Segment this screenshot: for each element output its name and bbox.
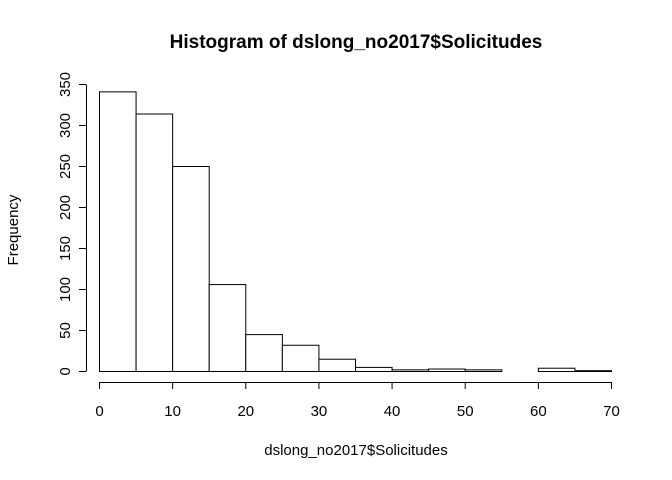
- histogram-bar-2: [135, 113, 174, 373]
- x-tick-label-60: 60: [530, 403, 547, 420]
- y-tick-label-150: 150: [57, 236, 74, 261]
- bars-group: [99, 91, 613, 373]
- x-tick-label-40: 40: [384, 403, 401, 420]
- histogram-bar-6: [281, 344, 320, 373]
- chart-title: Histogram of dslong_no2017$Solicitudes: [170, 32, 543, 53]
- y-tick-label-50: 50: [57, 322, 74, 339]
- y-tick-label-350: 350: [57, 72, 74, 97]
- histogram-bar-7: [318, 358, 356, 373]
- x-tick-label-30: 30: [311, 403, 328, 420]
- x-tick-label-70: 70: [603, 403, 620, 420]
- x-tick-label-20: 20: [237, 403, 254, 420]
- x-axis: 0 10 20 30 40 50 60 70: [95, 382, 620, 420]
- y-tick-label-0: 0: [57, 367, 74, 375]
- histogram-bar-9: [391, 369, 430, 372]
- y-tick-label-300: 300: [57, 113, 74, 138]
- x-axis-label: dslong_no2017$Solicitudes: [264, 442, 447, 459]
- histogram-bar-1: [99, 91, 137, 372]
- histogram-bar-11: [464, 369, 503, 372]
- histogram-bar-8: [355, 366, 393, 372]
- y-axis-label: Frequency: [5, 194, 22, 265]
- histogram-bar-4: [208, 284, 247, 372]
- histogram-bar-3: [172, 166, 210, 372]
- x-tick-label-0: 0: [95, 403, 103, 420]
- histogram-bar-13: [537, 367, 576, 373]
- histogram-bar-5: [245, 334, 283, 373]
- y-tick-label-200: 200: [57, 195, 74, 220]
- x-tick-label-50: 50: [457, 403, 474, 420]
- y-tick-label-100: 100: [57, 277, 74, 302]
- y-tick-label-250: 250: [57, 154, 74, 179]
- y-axis: 0 50 100 150 200 250 300 350: [57, 72, 87, 376]
- x-tick-label-10: 10: [164, 403, 181, 420]
- histogram-bar-10: [428, 368, 466, 373]
- histogram-bar-14: [574, 370, 613, 372]
